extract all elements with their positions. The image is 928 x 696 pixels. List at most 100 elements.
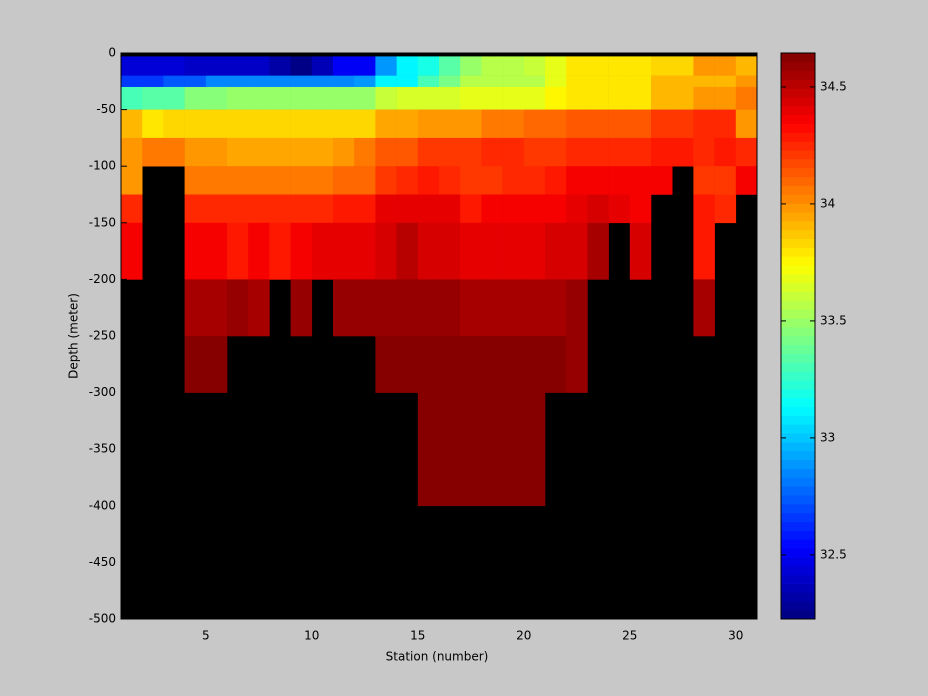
cell	[587, 222, 609, 280]
cell	[502, 56, 525, 76]
colorbar-segment	[781, 238, 815, 248]
cell	[142, 75, 164, 88]
cell	[566, 56, 588, 76]
colorbar-frame	[780, 52, 816, 620]
colorbar-segment	[781, 468, 815, 478]
cell	[354, 279, 376, 337]
cell	[396, 109, 419, 139]
cell	[417, 137, 440, 167]
cell	[333, 109, 355, 139]
y-tick-label: -400	[89, 498, 116, 512]
y-tick-label: -350	[89, 442, 116, 456]
cell	[142, 86, 164, 110]
colorbar-segment	[781, 97, 815, 107]
cell	[142, 137, 164, 167]
cell	[502, 194, 525, 224]
cell	[523, 222, 546, 280]
colorbar-segment	[781, 318, 815, 328]
cell	[523, 279, 546, 337]
colorbar-segment	[781, 371, 815, 381]
colorbar-segment	[781, 212, 815, 222]
cell	[248, 166, 270, 195]
cell	[333, 279, 355, 337]
cell	[375, 137, 397, 167]
cell	[269, 166, 291, 195]
colorbar-segment	[781, 495, 815, 505]
colorbar-segment	[781, 353, 815, 363]
cell	[460, 86, 482, 110]
cell	[566, 75, 588, 88]
cell	[269, 194, 291, 224]
cell	[396, 222, 419, 280]
cell	[417, 194, 440, 224]
cell	[481, 109, 503, 139]
cell	[587, 56, 609, 76]
cell	[417, 109, 440, 139]
colorbar-segment	[781, 167, 815, 178]
colorbar-tick-label: 34.5	[820, 79, 847, 93]
cell	[269, 56, 291, 76]
cell	[439, 194, 461, 224]
cell	[481, 279, 503, 337]
cell	[460, 222, 482, 280]
colorbar-segment	[781, 88, 815, 98]
colorbar-segment	[781, 486, 815, 496]
cell	[566, 109, 588, 139]
colorbar-segment	[781, 397, 815, 408]
cell	[587, 75, 609, 88]
cell	[693, 56, 715, 76]
cell	[566, 194, 588, 224]
cell	[184, 222, 207, 280]
cell	[460, 109, 482, 139]
cell	[417, 75, 440, 88]
cell	[375, 109, 397, 139]
cell	[121, 137, 143, 167]
cell	[439, 166, 461, 195]
colorbar-segment	[781, 548, 815, 558]
cell	[417, 86, 440, 110]
cell	[629, 222, 652, 280]
colorbar-segment	[781, 450, 815, 461]
cell	[227, 75, 249, 88]
colorbar-segment	[781, 459, 815, 469]
cell	[481, 137, 503, 167]
cell	[375, 56, 397, 76]
cell	[608, 137, 631, 167]
cell	[333, 56, 355, 76]
cell	[184, 56, 207, 76]
cell	[227, 166, 249, 195]
cell	[481, 449, 503, 507]
cell	[184, 279, 207, 337]
cell	[311, 86, 334, 110]
cell	[545, 166, 567, 195]
cell	[545, 194, 567, 224]
cell	[481, 222, 503, 280]
cell	[629, 86, 652, 110]
cell	[290, 56, 313, 76]
colorbar-segment	[781, 176, 815, 186]
cell	[163, 56, 185, 76]
cell	[311, 56, 334, 76]
cell	[545, 222, 567, 280]
y-tick-label: -300	[89, 385, 116, 399]
cell	[354, 75, 376, 88]
colorbar-segment	[781, 336, 815, 346]
cell	[566, 137, 588, 167]
colorbar-segment	[781, 433, 815, 443]
cell	[523, 56, 546, 76]
cell	[608, 75, 631, 88]
cell	[205, 194, 228, 224]
cell	[439, 75, 461, 88]
colorbar-segment	[781, 477, 815, 487]
cell	[608, 194, 631, 224]
cell	[545, 86, 567, 110]
cell	[354, 166, 376, 195]
cell	[608, 56, 631, 76]
cell	[439, 109, 461, 139]
cell	[460, 449, 482, 507]
cell	[396, 194, 419, 224]
cell	[121, 75, 143, 88]
cell	[205, 222, 228, 280]
cell	[714, 194, 737, 224]
cell	[311, 137, 334, 167]
